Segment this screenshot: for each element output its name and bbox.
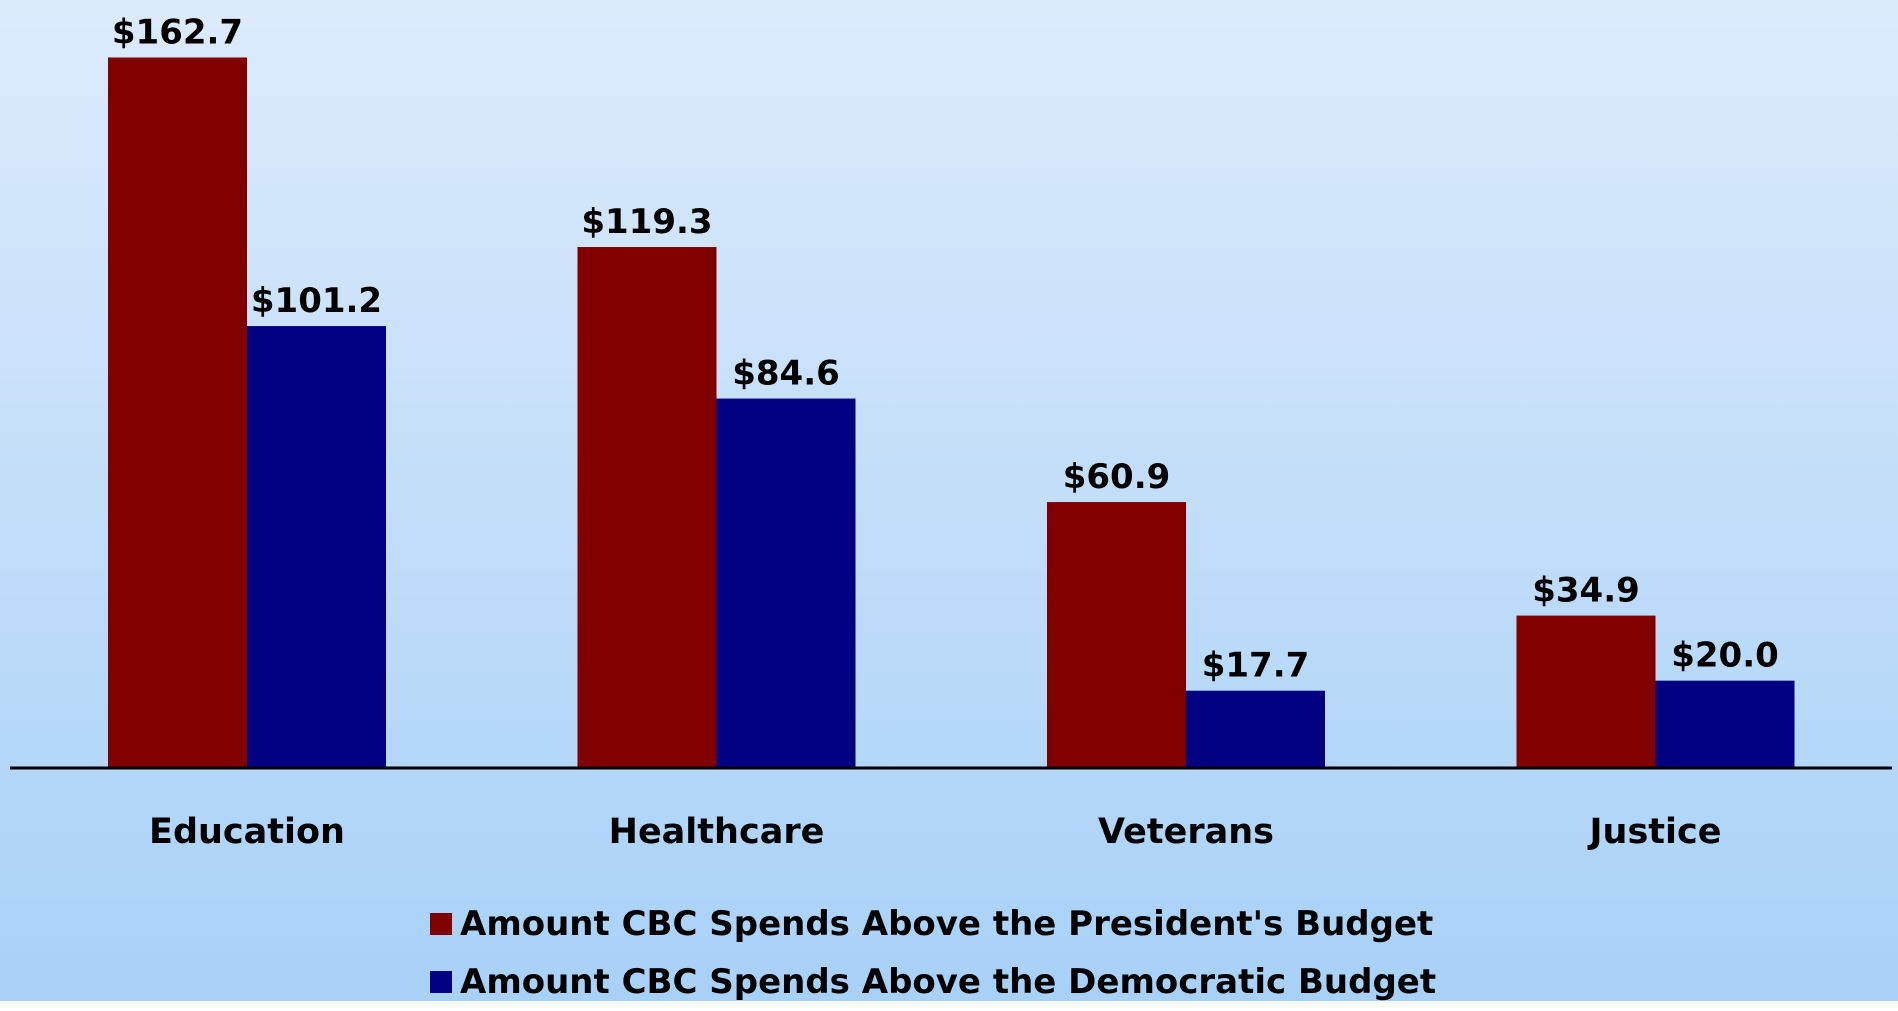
category-label-education: Education bbox=[149, 812, 345, 852]
data-label-justice-democratic: $20.0 bbox=[1671, 636, 1779, 676]
data-label-education-democratic: $101.2 bbox=[251, 281, 382, 321]
data-label-justice-president: $34.9 bbox=[1532, 571, 1640, 611]
data-label-veterans-democratic: $17.7 bbox=[1202, 646, 1310, 686]
bar-justice-democratic bbox=[1655, 680, 1795, 768]
data-label-education-president: $162.7 bbox=[112, 12, 243, 52]
legend-label-president: Amount CBC Spends Above the President's … bbox=[460, 904, 1434, 944]
legend-swatch-president bbox=[430, 913, 452, 935]
bar-healthcare-president bbox=[577, 247, 717, 768]
data-label-healthcare-democratic: $84.6 bbox=[732, 354, 840, 394]
legend-swatch-democratic bbox=[430, 971, 452, 993]
bar-veterans-democratic bbox=[1186, 690, 1325, 768]
bar-education-democratic bbox=[247, 326, 386, 768]
bar-veterans-president bbox=[1047, 502, 1186, 768]
data-label-veterans-president: $60.9 bbox=[1063, 457, 1171, 497]
data-label-healthcare-president: $119.3 bbox=[581, 202, 712, 242]
legend-item-president: Amount CBC Spends Above the President's … bbox=[430, 895, 1436, 953]
bar-justice-president bbox=[1516, 615, 1656, 768]
bar-healthcare-democratic bbox=[716, 398, 856, 768]
category-label-healthcare: Healthcare bbox=[609, 812, 825, 852]
category-label-veterans: Veterans bbox=[1098, 812, 1274, 852]
legend-item-democratic: Amount CBC Spends Above the Democratic B… bbox=[430, 953, 1436, 1011]
bar-education-president bbox=[108, 57, 247, 769]
legend-label-democratic: Amount CBC Spends Above the Democratic B… bbox=[460, 962, 1437, 1002]
legend: Amount CBC Spends Above the President's … bbox=[430, 895, 1436, 1011]
category-label-justice: Justice bbox=[1588, 812, 1722, 852]
